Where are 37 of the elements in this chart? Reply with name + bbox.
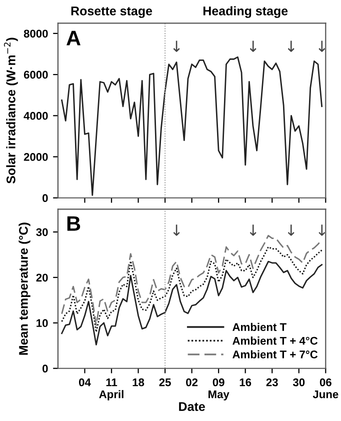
y-tick-label: 20 xyxy=(36,274,48,282)
y-tick-label: 30 xyxy=(36,228,48,236)
x-tick-label: 09 May xyxy=(208,378,230,400)
annotation: ↓ xyxy=(250,40,256,52)
x-tick-label: 11 April xyxy=(99,378,124,400)
x-tick-label: 06 June xyxy=(312,378,338,398)
y-tick-label: 8000 xyxy=(24,30,48,38)
annotation: ↓ xyxy=(318,224,326,236)
chart-title: A xyxy=(66,30,80,46)
legend-label: Ambient T + 7°C xyxy=(232,350,318,358)
y-tick-label: 6000 xyxy=(24,70,48,79)
legend-label: Ambient T xyxy=(232,322,286,332)
x-tick-label: 04 xyxy=(79,378,91,386)
x-tick-label: 16 xyxy=(240,378,252,386)
x-tick-label: 18 xyxy=(132,378,144,386)
x-tick-label: 30 xyxy=(292,378,305,386)
y-tick-label: 4000 xyxy=(24,112,48,120)
y-axis-title: Mean temperature (°C) xyxy=(18,222,30,355)
annotation: ↓ xyxy=(318,40,326,52)
legend-label: Ambient T + 4°C xyxy=(232,336,318,345)
annotation: ↓ xyxy=(173,224,180,236)
y-axis-title: Solar irradiance (W·m$^{−2}$) xyxy=(4,38,18,184)
x-axis-title: Date xyxy=(179,402,205,411)
y-tick-label: 0 xyxy=(42,194,48,202)
annotation: ↓ xyxy=(250,224,256,236)
y-tick-label: 10 xyxy=(36,319,48,328)
x-tick-label: 23 xyxy=(266,378,278,386)
x-tick-label: 02 xyxy=(186,378,198,386)
annotation: ↓ xyxy=(288,224,294,236)
text: Rosette stage xyxy=(71,6,152,18)
annotation: ↓ xyxy=(173,40,180,52)
y-tick-label: 0 xyxy=(42,364,48,373)
text: Heading stage xyxy=(203,6,288,18)
y-tick-label: 2000 xyxy=(24,153,48,161)
annotation: ↓ xyxy=(288,40,294,52)
chart-title: B xyxy=(67,216,80,231)
x-tick-label: 25 xyxy=(159,378,171,386)
